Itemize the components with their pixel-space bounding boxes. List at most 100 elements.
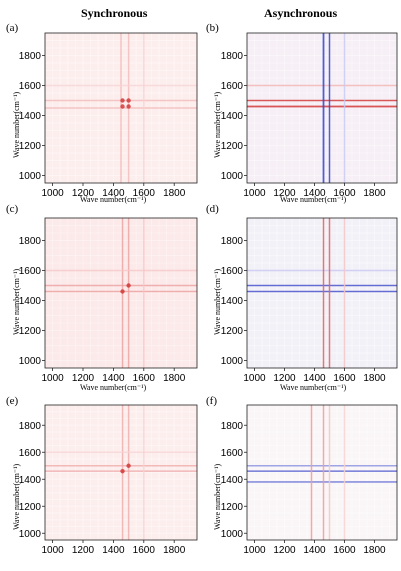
panel-b-xtick-label: 1000 xyxy=(243,188,266,199)
panel-a-ytick-label: 1200 xyxy=(19,141,42,152)
panel-a-ytick-label: 1000 xyxy=(19,171,42,182)
panel-e-band-horizontal xyxy=(45,451,197,453)
panel-a-peak xyxy=(120,104,125,109)
panel-a-ytick-label: 1400 xyxy=(19,111,42,122)
panel-b-frame xyxy=(246,32,398,184)
panel-c-band-vertical xyxy=(143,218,145,368)
panel-d-plot: 1000 1200 1400 1600 1800 1000 1200 1400 1600 1800 xyxy=(221,217,398,384)
panel-d-ytick-label: 1600 xyxy=(221,266,244,277)
panel-c-peak xyxy=(126,283,131,288)
panel-b-xlabel: Wave number(cm⁻¹) xyxy=(280,195,347,204)
panel-d-band-vertical xyxy=(322,218,325,368)
panel-a-peak xyxy=(120,98,125,103)
panel-a-ylabel: Wave number(cm⁻¹) xyxy=(12,91,21,158)
panel-f-band-vertical xyxy=(310,405,313,540)
panel-f-band-horizontal xyxy=(247,465,397,467)
panel-d-band-horizontal xyxy=(247,284,397,287)
panel-e-frame xyxy=(44,404,198,541)
panel-d-xtick-label: 1800 xyxy=(363,373,386,384)
panel-f-ytick-label: 1000 xyxy=(221,529,244,540)
panel-d-ytick-label: 1400 xyxy=(221,296,244,307)
panel-b-ytick-label: 1600 xyxy=(221,81,244,92)
panel-d-ylabel: Wave number(cm⁻¹) xyxy=(213,268,222,335)
panel-f-band-horizontal xyxy=(247,470,397,472)
panel-d-band-vertical xyxy=(343,218,346,368)
panel-e-xtick-label: 1000 xyxy=(41,545,64,556)
panel-b-ytick-label: 1400 xyxy=(221,111,244,122)
panel-f-band-vertical xyxy=(322,405,325,540)
panel-d-band-horizontal xyxy=(247,269,397,272)
panel-a-xtick-label: 1800 xyxy=(163,188,186,199)
panel-c-ytick-label: 1200 xyxy=(19,326,42,337)
panel-f-xtick-label: 1800 xyxy=(363,545,386,556)
panel-b-band-vertical xyxy=(328,33,331,183)
panel-f-band-horizontal xyxy=(247,481,397,483)
panel-a-xtick-label: 1400 xyxy=(102,188,125,199)
panel-c-xlabel: Wave number(cm⁻¹) xyxy=(80,383,147,392)
panel-d-ytick-label: 1800 xyxy=(221,236,244,247)
panel-e-plot: 1000 1200 1400 1600 1800 1000 1200 1400 1600 1800 xyxy=(19,404,198,556)
panel-e-xtick-label: 1200 xyxy=(72,545,95,556)
panel-b-band-horizontal xyxy=(247,99,397,102)
panel-f-xtick-label: 1600 xyxy=(333,545,356,556)
panel-e-band-vertical xyxy=(143,405,145,540)
panel-f-xtick-label: 1200 xyxy=(273,545,296,556)
panel-b-ylabel: Wave number(cm⁻¹) xyxy=(213,91,222,158)
panel-c-frame xyxy=(44,217,198,369)
panel-f-ytick-label: 1200 xyxy=(221,502,244,513)
panel-c-xtick-label: 1000 xyxy=(41,373,64,384)
panel-b-ytick-label: 1200 xyxy=(221,141,244,152)
panel-d-xtick-label: 1000 xyxy=(243,373,266,384)
asynchronous-column-title: Asynchronous xyxy=(264,6,338,20)
panel-b-xtick-label: 1600 xyxy=(333,188,356,199)
panel-c-peak xyxy=(120,289,125,294)
panel-f-band-vertical xyxy=(328,405,331,540)
panel-e-band-horizontal xyxy=(45,464,197,467)
panel-b-xtick-label: 1400 xyxy=(303,188,326,199)
panel-b-xtick-label: 1200 xyxy=(273,188,296,199)
panel-e-ytick-label: 1200 xyxy=(19,502,42,513)
panel-e-ytick-label: 1600 xyxy=(19,448,42,459)
panel-c-band-horizontal xyxy=(45,284,197,287)
panel-label-d: (d) xyxy=(206,203,219,215)
panel-a-ytick-label: 1800 xyxy=(19,51,42,62)
panel-a-ytick-label: 1600 xyxy=(19,81,42,92)
panel-e-ytick-label: 1800 xyxy=(19,421,42,432)
panel-a-peak xyxy=(126,98,131,103)
panel-f-frame xyxy=(246,404,398,541)
panel-d-frame xyxy=(246,217,398,369)
panel-e-ylabel: Wave number(cm⁻¹) xyxy=(12,463,21,530)
panel-c-ylabel: Wave number(cm⁻¹) xyxy=(12,268,21,335)
panel-b-band-vertical xyxy=(322,33,325,183)
panel-b-background xyxy=(247,33,397,183)
panel-b-xtick-label: 1800 xyxy=(363,188,386,199)
panel-b-plot: 1000 1200 1400 1600 1800 1000 1200 1400 1600 1800 xyxy=(221,32,398,199)
panel-label-a: (a) xyxy=(6,22,19,34)
synchronous-column-title: Synchronous xyxy=(81,6,148,20)
panel-b-ytick-label: 1000 xyxy=(221,171,244,182)
panel-f-xtick-label: 1000 xyxy=(243,545,266,556)
panel-f-ytick-label: 1800 xyxy=(221,421,244,432)
panel-b-ytick-label: 1800 xyxy=(221,51,244,62)
panel-a-band-horizontal xyxy=(45,84,197,87)
panel-c-plot: 1000 1200 1400 1600 1800 1000 1200 1400 1600 1800 xyxy=(19,217,198,384)
panel-d-xlabel: Wave number(cm⁻¹) xyxy=(280,383,347,392)
panel-f-ylabel: Wave number(cm⁻¹) xyxy=(213,463,222,530)
panel-c-ytick-label: 1800 xyxy=(19,236,42,247)
panel-e-xtick-label: 1800 xyxy=(163,545,186,556)
panel-f-plot: 1000 1200 1400 1600 1800 1000 1200 1400 1600 1800 xyxy=(221,404,398,556)
panel-f-ytick-label: 1600 xyxy=(221,448,244,459)
panel-e-ytick-label: 1400 xyxy=(19,475,42,486)
panel-c-ytick-label: 1600 xyxy=(19,266,42,277)
panel-b-band-horizontal xyxy=(247,105,397,108)
panel-c-xtick-label: 1400 xyxy=(102,373,125,384)
panel-c-xtick-label: 1200 xyxy=(72,373,95,384)
panel-label-b: (b) xyxy=(206,22,219,34)
panel-d-background xyxy=(247,218,397,368)
panel-a-peak xyxy=(126,104,131,109)
panel-f-band-vertical xyxy=(343,405,346,540)
panel-a-frame xyxy=(44,32,198,184)
panel-f-ytick-label: 1400 xyxy=(221,475,244,486)
panel-f-xtick-label: 1400 xyxy=(303,545,326,556)
